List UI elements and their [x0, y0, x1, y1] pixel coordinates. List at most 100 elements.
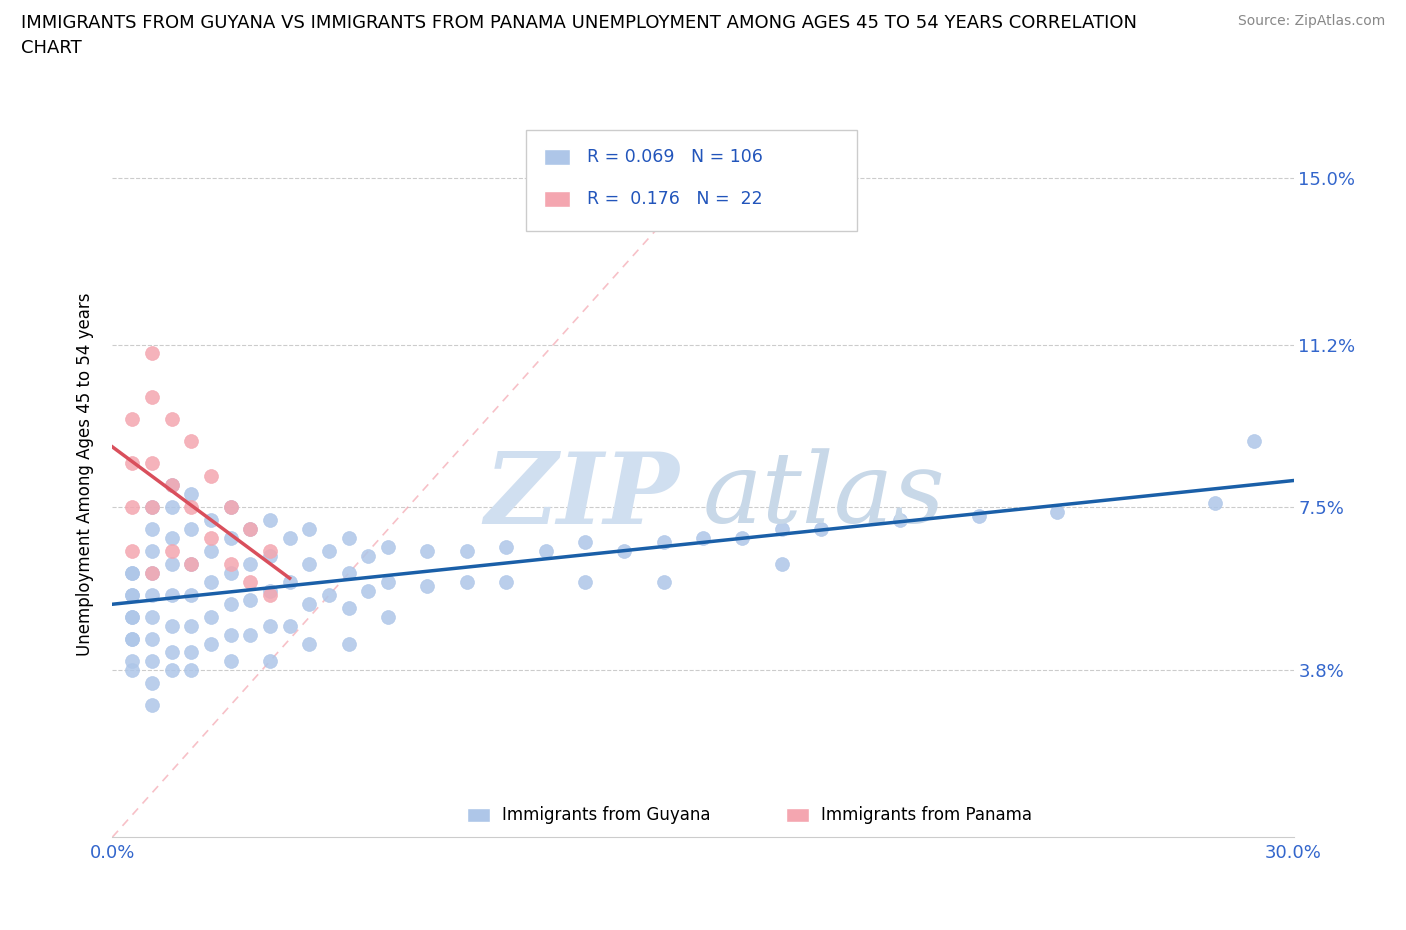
Point	[160, 644, 183, 659]
Point	[121, 610, 143, 625]
Point	[278, 575, 301, 590]
Point	[141, 588, 163, 603]
Point	[652, 575, 675, 590]
Point	[121, 631, 143, 646]
Point	[377, 575, 399, 590]
Point	[160, 544, 183, 559]
Point	[259, 618, 281, 633]
Point	[357, 548, 380, 563]
Point	[219, 499, 242, 514]
Point	[456, 544, 478, 559]
Point	[141, 346, 163, 361]
Point	[141, 565, 163, 580]
Point	[239, 592, 262, 607]
Point	[219, 557, 242, 572]
Point	[141, 544, 163, 559]
Point	[219, 628, 242, 643]
Point	[180, 588, 202, 603]
Point	[121, 565, 143, 580]
Point	[259, 548, 281, 563]
Point	[219, 596, 242, 611]
Point	[298, 522, 321, 537]
Point	[180, 486, 202, 501]
Text: IMMIGRANTS FROM GUYANA VS IMMIGRANTS FROM PANAMA UNEMPLOYMENT AMONG AGES 45 TO 5: IMMIGRANTS FROM GUYANA VS IMMIGRANTS FRO…	[21, 14, 1137, 32]
Point	[495, 539, 517, 554]
Point	[141, 499, 163, 514]
Point	[141, 565, 163, 580]
Point	[141, 654, 163, 669]
Point	[121, 544, 143, 559]
Point	[259, 513, 281, 528]
Point	[534, 544, 557, 559]
Point	[278, 531, 301, 546]
Point	[200, 610, 222, 625]
Point	[337, 565, 360, 580]
Point	[121, 662, 143, 677]
Point	[180, 662, 202, 677]
Point	[200, 513, 222, 528]
Point	[239, 575, 262, 590]
Point	[770, 522, 793, 537]
Point	[574, 535, 596, 550]
Point	[160, 478, 183, 493]
Point	[416, 544, 439, 559]
Point	[141, 456, 163, 471]
Point	[121, 631, 143, 646]
FancyBboxPatch shape	[467, 808, 491, 822]
Point	[160, 478, 183, 493]
Point	[1046, 504, 1069, 519]
Point	[219, 565, 242, 580]
Point	[259, 544, 281, 559]
Point	[1243, 434, 1265, 449]
Point	[889, 513, 911, 528]
Point	[180, 557, 202, 572]
FancyBboxPatch shape	[544, 150, 569, 166]
Y-axis label: Unemployment Among Ages 45 to 54 years: Unemployment Among Ages 45 to 54 years	[76, 293, 94, 656]
Point	[160, 588, 183, 603]
Point	[239, 522, 262, 537]
Point	[180, 522, 202, 537]
Point	[121, 588, 143, 603]
Point	[141, 610, 163, 625]
Point	[456, 575, 478, 590]
Point	[200, 544, 222, 559]
Point	[200, 531, 222, 546]
Point	[180, 557, 202, 572]
Text: Immigrants from Guyana: Immigrants from Guyana	[502, 806, 710, 824]
Point	[141, 631, 163, 646]
Text: R =  0.176   N =  22: R = 0.176 N = 22	[588, 190, 763, 207]
Point	[200, 469, 222, 484]
Point	[239, 628, 262, 643]
Point	[318, 588, 340, 603]
Text: R = 0.069   N = 106: R = 0.069 N = 106	[588, 148, 763, 166]
FancyBboxPatch shape	[526, 130, 856, 232]
Point	[141, 698, 163, 712]
Point	[318, 544, 340, 559]
Point	[239, 522, 262, 537]
Point	[1204, 496, 1226, 511]
Text: atlas: atlas	[703, 448, 946, 544]
Point	[180, 618, 202, 633]
Point	[121, 654, 143, 669]
Text: Source: ZipAtlas.com: Source: ZipAtlas.com	[1237, 14, 1385, 28]
Point	[416, 579, 439, 594]
Point	[160, 531, 183, 546]
Point	[298, 636, 321, 651]
Point	[259, 583, 281, 598]
Point	[219, 654, 242, 669]
Point	[121, 499, 143, 514]
Text: Immigrants from Panama: Immigrants from Panama	[821, 806, 1032, 824]
Point	[692, 531, 714, 546]
Point	[141, 522, 163, 537]
Point	[357, 583, 380, 598]
Point	[200, 636, 222, 651]
Point	[613, 544, 636, 559]
Point	[160, 662, 183, 677]
Point	[141, 676, 163, 691]
FancyBboxPatch shape	[544, 191, 569, 206]
Point	[180, 434, 202, 449]
Point	[337, 531, 360, 546]
Point	[810, 522, 832, 537]
Point	[377, 539, 399, 554]
Point	[377, 610, 399, 625]
